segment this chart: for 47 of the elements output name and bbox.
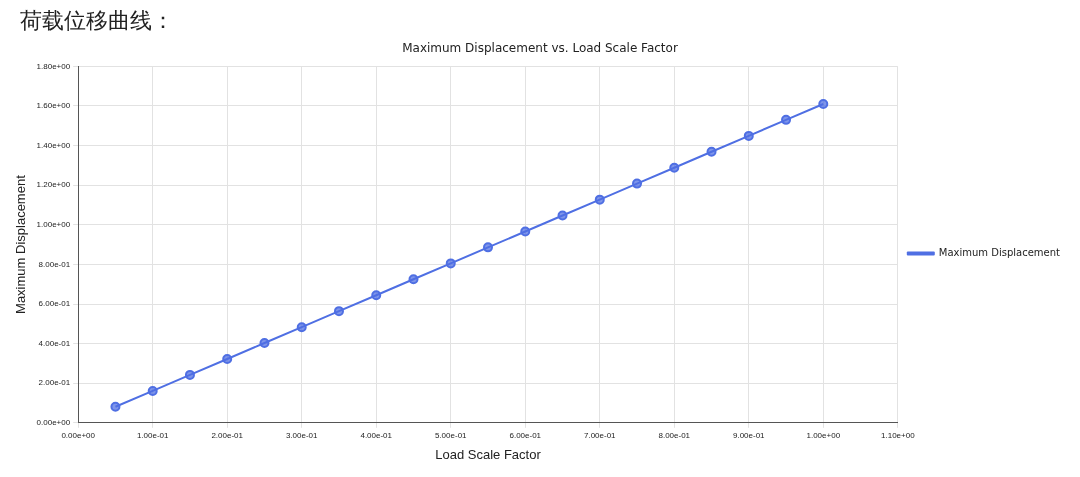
y-axis-title: Maximum Displacement [13, 174, 29, 314]
x-tick-label: 3.00e-01 [285, 430, 319, 440]
point [371, 290, 382, 301]
point [594, 194, 605, 205]
x-tick-label: 1.10e+00 [881, 430, 916, 440]
x-tick-label: 1.00e+00 [806, 430, 841, 440]
point [296, 322, 307, 333]
y-tick-label: 1.20e+00 [36, 180, 71, 190]
y-tick-label: 2.00e-01 [38, 378, 71, 388]
x-tick-label: 9.00e-01 [732, 430, 766, 440]
x-tick-label: 6.00e-01 [509, 430, 542, 440]
point [445, 258, 456, 269]
x-tick-label: 8.00e-01 [658, 430, 691, 440]
y-tick-label: 6.00e-01 [38, 299, 71, 309]
x-axis-title: Load Scale Factor [435, 446, 542, 462]
point [669, 162, 680, 173]
x-tick-label: 0.00e+00 [61, 430, 96, 440]
point [781, 114, 792, 125]
point [557, 210, 568, 221]
point [632, 178, 643, 189]
chart-title: 荷载位移曲线： [20, 7, 174, 35]
point [110, 401, 121, 412]
chart-subtitle: Maximum Displacement vs. Load Scale Factor [402, 41, 678, 56]
point [147, 385, 158, 396]
x-tick-label: 7.00e-01 [583, 430, 617, 440]
y-tick-label: 8.00e-01 [38, 259, 71, 269]
x-tick-label: 1.00e-01 [136, 430, 170, 440]
x-tick-label: 4.00e-01 [360, 430, 393, 440]
point [184, 369, 195, 380]
y-tick-label: 4.00e-01 [38, 338, 71, 348]
y-tick-label: 1.00e+00 [36, 220, 71, 229]
y-tick-label: 1.80e+00 [36, 61, 71, 71]
point [333, 306, 344, 317]
point [483, 242, 493, 253]
point [706, 146, 717, 157]
point [408, 274, 419, 285]
point [743, 130, 754, 141]
point [818, 99, 829, 110]
x-tick-label: 5.00e-01 [434, 430, 468, 440]
y-tick-label: 0.00e+00 [36, 418, 71, 427]
legend-label: Maximum Displacement [938, 247, 1061, 259]
y-tick-label: 1.40e+00 [36, 140, 71, 150]
point [259, 338, 270, 349]
point [520, 226, 531, 237]
point [222, 354, 233, 365]
y-tick-label: 1.60e+00 [36, 101, 71, 111]
x-tick-label: 2.00e-01 [211, 430, 244, 440]
